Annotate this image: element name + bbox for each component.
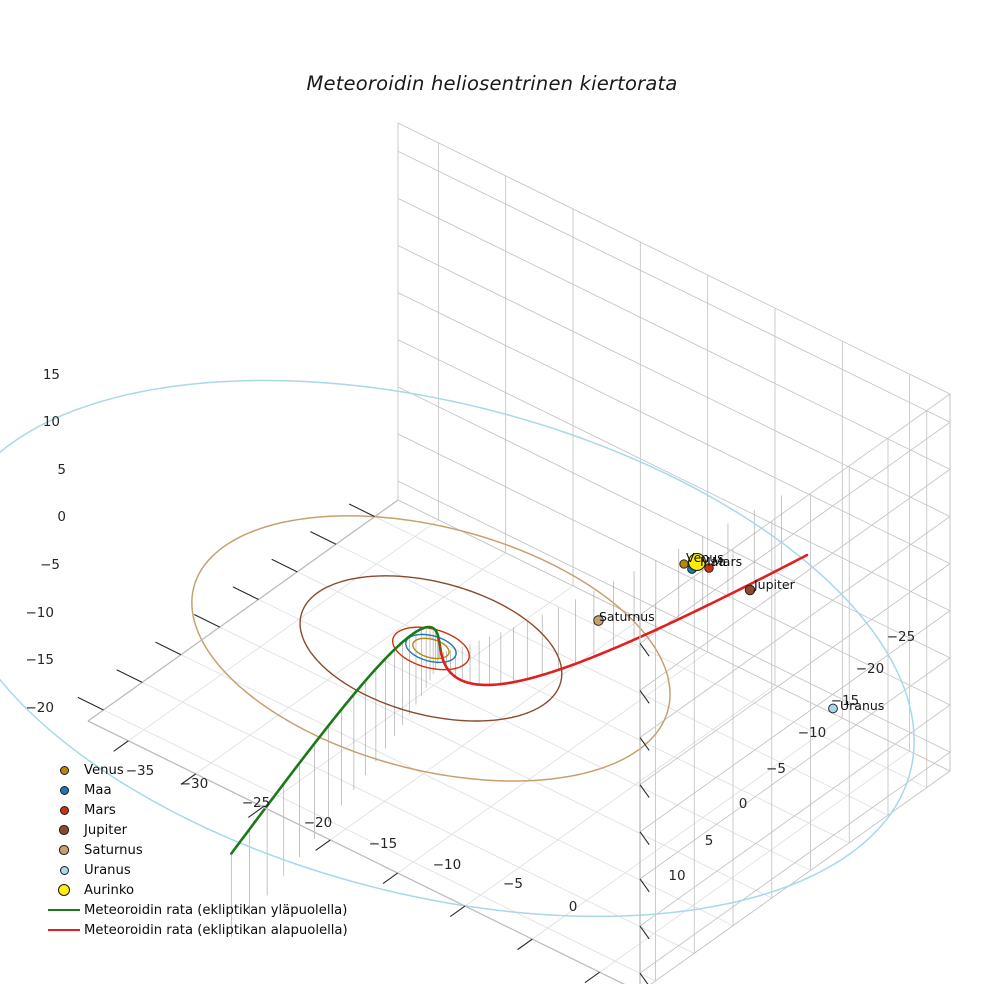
legend-item-label: Aurinko: [84, 882, 135, 898]
tick-label-z-2: 5: [57, 462, 66, 478]
legend-marker-icon: [59, 785, 69, 795]
legend-item-meteoroidin[interactable]: Meteoroidin rata (ekliptikan alapuolella…: [44, 920, 364, 940]
tick-label-x-3: −20: [304, 815, 333, 831]
legend-line-icon: [48, 909, 80, 911]
tick-label-x-0: −35: [126, 763, 155, 779]
annotation-maa: Maa: [700, 554, 726, 569]
tick-label-x-4: −15: [369, 836, 398, 852]
tick-label-y-6: −20: [856, 661, 885, 677]
legend-item-label: Venus: [84, 762, 124, 778]
legend-item-label: Meteoroidin rata (ekliptikan alapuolella…: [84, 922, 348, 938]
legend-item-saturnus[interactable]: Saturnus: [44, 840, 364, 860]
legend-item-maa[interactable]: Maa: [44, 780, 364, 800]
annotation-mars: Mars: [712, 554, 742, 569]
tick-label-z-1: 10: [43, 414, 60, 430]
legend-item-jupiter[interactable]: Jupiter: [44, 820, 364, 840]
tick-label-z-3: 0: [57, 509, 66, 525]
tick-label-y-5: −15: [831, 693, 860, 709]
planet-orbits: [0, 379, 915, 918]
legend-marker-icon: [59, 845, 69, 855]
legend-item-label: Mars: [84, 802, 116, 818]
tick-label-y-4: −10: [798, 725, 827, 741]
legend: Venus Maa Mars Jupiter Saturnus Uranus Aurinko…: [44, 760, 364, 940]
legend-item-meteoroidin[interactable]: Meteoroidin rata (ekliptikan yläpuolella…: [44, 900, 364, 920]
legend-item-venus[interactable]: Venus: [44, 760, 364, 780]
tick-label-x-5: −10: [433, 857, 462, 873]
legend-item-uranus[interactable]: Uranus: [44, 860, 364, 880]
axes-tick-labels: −35−30−25−20−15−10−501050−5−10−15−20−251…: [26, 367, 916, 915]
tick-label-z-5: −10: [26, 605, 55, 621]
tick-label-z-6: −15: [26, 652, 55, 668]
axes-spines: [77, 499, 650, 984]
tick-label-z-0: 15: [43, 367, 60, 383]
legend-item-label: Jupiter: [84, 822, 127, 838]
meteoroid-trajectory: [230, 553, 809, 855]
tick-label-x-1: −30: [180, 776, 209, 792]
legend-marker-icon: [59, 825, 69, 835]
tick-label-x-6: −5: [503, 876, 523, 892]
legend-item-label: Maa: [84, 782, 112, 798]
legend-marker-icon: [59, 805, 69, 815]
tick-label-y-0: 10: [668, 868, 685, 884]
tick-label-x-7: 0: [569, 899, 578, 915]
tick-label-y-3: −5: [766, 761, 786, 777]
legend-item-mars[interactable]: Mars: [44, 800, 364, 820]
legend-item-label: Uranus: [84, 862, 131, 878]
legend-marker-icon: [59, 865, 69, 875]
planet-markers: [593, 552, 838, 714]
annotation-uranus: Uranus: [840, 698, 884, 713]
legend-marker-icon: [59, 765, 69, 775]
tick-label-z-4: −5: [40, 557, 60, 573]
legend-item-aurinko[interactable]: Aurinko: [44, 880, 364, 900]
tick-label-y-1: 5: [705, 833, 714, 849]
annotation-venus: Venus: [686, 550, 724, 565]
annotation-jupiter: Jupiter: [753, 577, 796, 592]
tick-label-y-7: −25: [887, 629, 916, 645]
legend-marker-icon: [58, 884, 70, 896]
legend-line-icon: [48, 929, 80, 931]
axes-panes: [87, 122, 951, 984]
annotation-saturnus: Saturnus: [599, 609, 655, 624]
tick-label-z-7: −20: [26, 700, 55, 716]
tick-label-x-2: −25: [242, 795, 271, 811]
legend-item-label: Meteoroidin rata (ekliptikan yläpuolella…: [84, 902, 348, 918]
tick-label-y-2: 0: [739, 796, 748, 812]
page-title: Meteoroidin heliosentrinen kiertorata: [306, 72, 678, 95]
legend-item-label: Saturnus: [84, 842, 143, 858]
